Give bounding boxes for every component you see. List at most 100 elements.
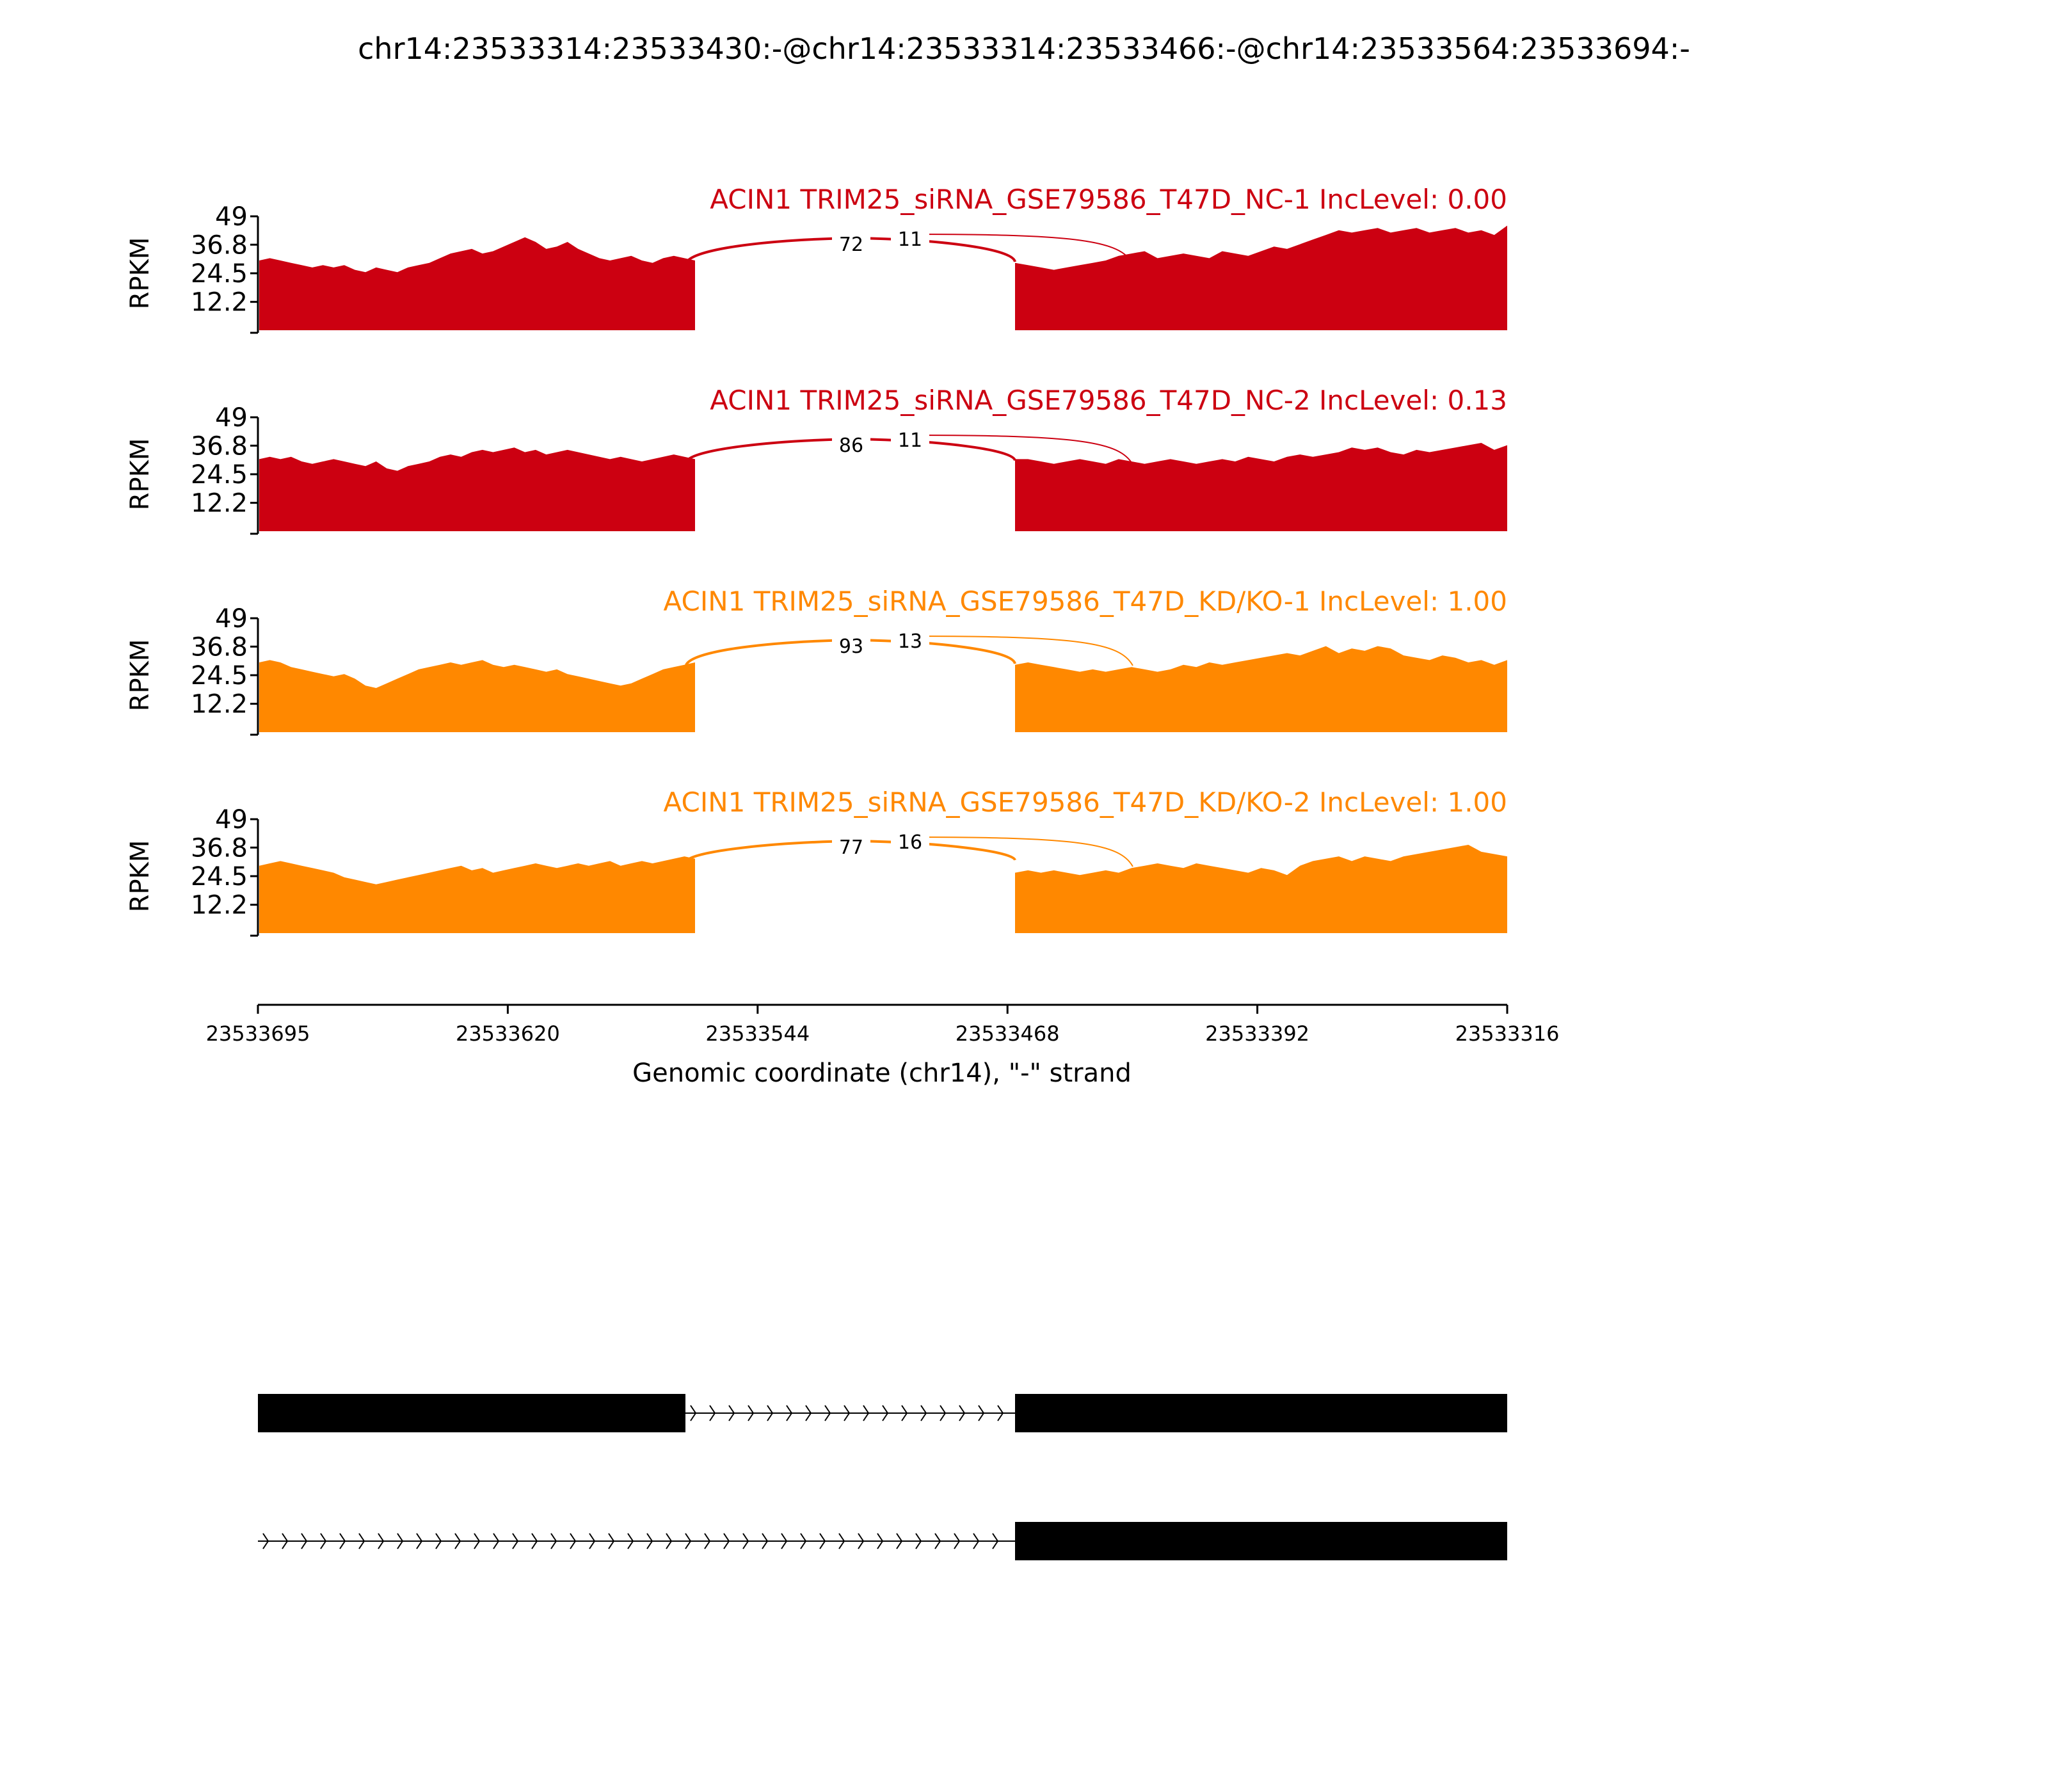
chart-title: chr14:23533314:23533430:-@chr14:23533314… bbox=[358, 31, 1690, 66]
strand-chevron bbox=[781, 1533, 788, 1549]
strand-chevron bbox=[493, 1533, 500, 1549]
junction-count-bg bbox=[832, 835, 870, 856]
strand-chevron bbox=[723, 1533, 730, 1549]
y-tick-label: 24.5 bbox=[191, 862, 248, 892]
coverage-right-exons bbox=[1015, 443, 1507, 531]
strand-chevron bbox=[954, 1533, 961, 1549]
strand-chevron bbox=[531, 1533, 538, 1549]
strand-chevron bbox=[570, 1533, 577, 1549]
gene-models bbox=[258, 1394, 1507, 1560]
junction-count-label: 86 bbox=[839, 435, 863, 457]
junction-count-bg bbox=[891, 628, 929, 650]
junction-count-bg bbox=[891, 428, 929, 449]
strand-chevron bbox=[767, 1405, 774, 1421]
y-axis-label: RPKM bbox=[125, 438, 155, 511]
strand-chevron bbox=[800, 1533, 807, 1549]
strand-chevron bbox=[358, 1533, 365, 1549]
exon-block bbox=[1015, 1522, 1507, 1560]
strand-chevron bbox=[282, 1533, 289, 1549]
strand-chevron bbox=[690, 1405, 697, 1421]
strand-chevron bbox=[474, 1533, 481, 1549]
coverage-left-exon bbox=[259, 856, 695, 933]
strand-chevron bbox=[550, 1533, 557, 1549]
junction-count-label: 72 bbox=[839, 234, 863, 256]
junction-arc-skipping bbox=[912, 636, 1133, 666]
strand-chevron bbox=[934, 1533, 941, 1549]
strand-chevron bbox=[978, 1405, 985, 1421]
x-tick-label: 23533544 bbox=[705, 1021, 810, 1046]
y-tick-label: 49 bbox=[215, 202, 248, 232]
strand-chevron bbox=[940, 1405, 947, 1421]
strand-chevron bbox=[824, 1405, 831, 1421]
x-tick-label: 23533620 bbox=[456, 1021, 560, 1046]
junction-count-bg bbox=[832, 232, 870, 253]
strand-chevron bbox=[704, 1533, 711, 1549]
track-label: ACIN1 TRIM25_siRNA_GSE79586_T47D_NC-1 In… bbox=[710, 184, 1507, 215]
strand-chevron bbox=[915, 1533, 922, 1549]
strand-chevron bbox=[728, 1405, 735, 1421]
strand-chevron bbox=[858, 1533, 865, 1549]
strand-chevron bbox=[320, 1533, 327, 1549]
x-tick-label: 23533468 bbox=[956, 1021, 1060, 1046]
exon-block bbox=[1015, 1394, 1507, 1432]
strand-chevron bbox=[646, 1533, 653, 1549]
y-tick-label: 12.2 bbox=[191, 891, 248, 920]
junction-count-label: 11 bbox=[898, 429, 922, 452]
strand-chevron bbox=[863, 1405, 870, 1421]
junction-arc-skipping bbox=[912, 836, 1133, 867]
junction-count-bg bbox=[832, 634, 870, 655]
strand-chevron bbox=[844, 1405, 851, 1421]
strand-chevron bbox=[973, 1533, 980, 1549]
junction-count-label: 13 bbox=[898, 630, 922, 653]
junction-count-bg bbox=[832, 433, 870, 454]
strand-chevron bbox=[435, 1533, 442, 1549]
strand-chevron bbox=[805, 1405, 812, 1421]
strand-chevron bbox=[378, 1533, 385, 1549]
strand-chevron bbox=[819, 1533, 826, 1549]
y-tick-label: 49 bbox=[215, 604, 248, 634]
strand-chevron bbox=[896, 1533, 903, 1549]
strand-chevron bbox=[454, 1533, 461, 1549]
x-axis-label: Genomic coordinate (chr14), "-" strand bbox=[632, 1059, 1132, 1088]
junction-count-label: 77 bbox=[839, 836, 863, 859]
strand-chevron bbox=[882, 1405, 889, 1421]
y-tick-label: 49 bbox=[215, 805, 248, 835]
y-axis-label: RPKM bbox=[125, 237, 155, 310]
coverage-right-exons bbox=[1015, 646, 1507, 732]
isoform-inclusion bbox=[258, 1394, 1507, 1432]
strand-chevron bbox=[959, 1405, 966, 1421]
coverage-left-exon bbox=[259, 237, 695, 330]
strand-chevron bbox=[512, 1533, 519, 1549]
track-label: ACIN1 TRIM25_siRNA_GSE79586_T47D_KD/KO-1… bbox=[664, 586, 1508, 617]
strand-chevron bbox=[301, 1533, 308, 1549]
coverage-right-exons bbox=[1015, 845, 1507, 933]
y-tick-label: 24.5 bbox=[191, 259, 248, 289]
y-tick-label: 12.2 bbox=[191, 690, 248, 719]
x-tick-label: 23533695 bbox=[206, 1021, 310, 1046]
strand-chevron bbox=[920, 1405, 927, 1421]
coverage-left-exon bbox=[259, 660, 695, 732]
junction-count-bg bbox=[891, 829, 929, 851]
strand-chevron bbox=[992, 1533, 999, 1549]
junction-count-label: 93 bbox=[839, 636, 863, 658]
strand-chevron bbox=[262, 1533, 269, 1549]
strand-chevron bbox=[416, 1533, 423, 1549]
strand-chevron bbox=[877, 1533, 884, 1549]
coverage-left-exon bbox=[259, 447, 695, 531]
y-axis-label: RPKM bbox=[125, 840, 155, 913]
y-tick-label: 36.8 bbox=[191, 632, 248, 662]
isoform-skipping bbox=[258, 1522, 1507, 1560]
y-tick-label: 24.5 bbox=[191, 661, 248, 691]
strand-chevron bbox=[838, 1533, 845, 1549]
strand-chevron bbox=[666, 1533, 673, 1549]
junction-count-bg bbox=[891, 227, 929, 248]
track-label: ACIN1 TRIM25_siRNA_GSE79586_T47D_NC-2 In… bbox=[710, 385, 1507, 416]
y-tick-label: 36.8 bbox=[191, 431, 248, 461]
y-tick-label: 12.2 bbox=[191, 489, 248, 518]
strand-chevron bbox=[786, 1405, 793, 1421]
